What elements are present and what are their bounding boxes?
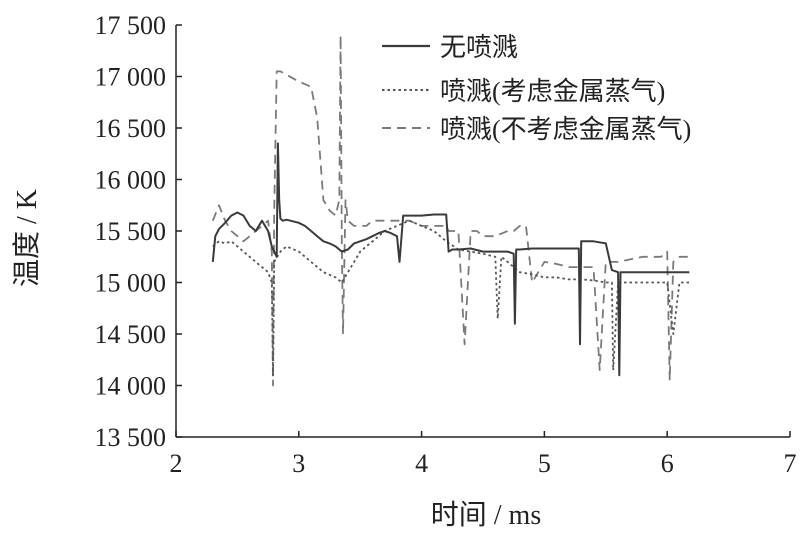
y-tick-label: 17 500 [95, 11, 167, 40]
y-tick-label: 17 000 [95, 63, 167, 92]
series-line-0 [211, 142, 690, 377]
y-tick-label: 13 500 [95, 423, 167, 452]
x-tick-label: 5 [538, 449, 551, 478]
y-tick-label: 16 000 [95, 166, 167, 195]
y-axis-title: 温度 / K [11, 189, 43, 287]
y-tick-label: 15 000 [95, 269, 167, 298]
x-tick-label: 7 [784, 449, 797, 478]
x-axis-ticks: 2 3 4 5 6 7 [170, 431, 797, 478]
x-tick-label: 4 [415, 449, 428, 478]
x-tick-label: 6 [661, 449, 674, 478]
y-tick-label: 14 500 [95, 320, 167, 349]
x-axis-title: 时间 / ms [431, 499, 541, 531]
y-axis-ticks: 13 500 14 000 14 500 15 000 15 500 16 000 16 5… [95, 11, 182, 452]
x-tick-label: 2 [170, 449, 183, 478]
y-tick-label: 15 500 [95, 217, 167, 246]
series-line-2 [211, 34, 692, 387]
plot-lines [211, 34, 692, 387]
x-tick-label: 3 [292, 449, 305, 478]
legend-label-spatter-without-vapor: 喷溅(不考虑金属蒸气) [440, 115, 691, 144]
y-tick-label: 16 500 [95, 114, 167, 143]
legend-label-no-spatter: 无喷溅 [440, 33, 518, 62]
y-tick-label: 14 000 [95, 372, 167, 401]
legend-label-spatter-with-vapor: 喷溅(考虑金属蒸气) [440, 77, 665, 106]
legend: 无喷溅 喷溅(考虑金属蒸气) 喷溅(不考虑金属蒸气) [382, 33, 691, 144]
